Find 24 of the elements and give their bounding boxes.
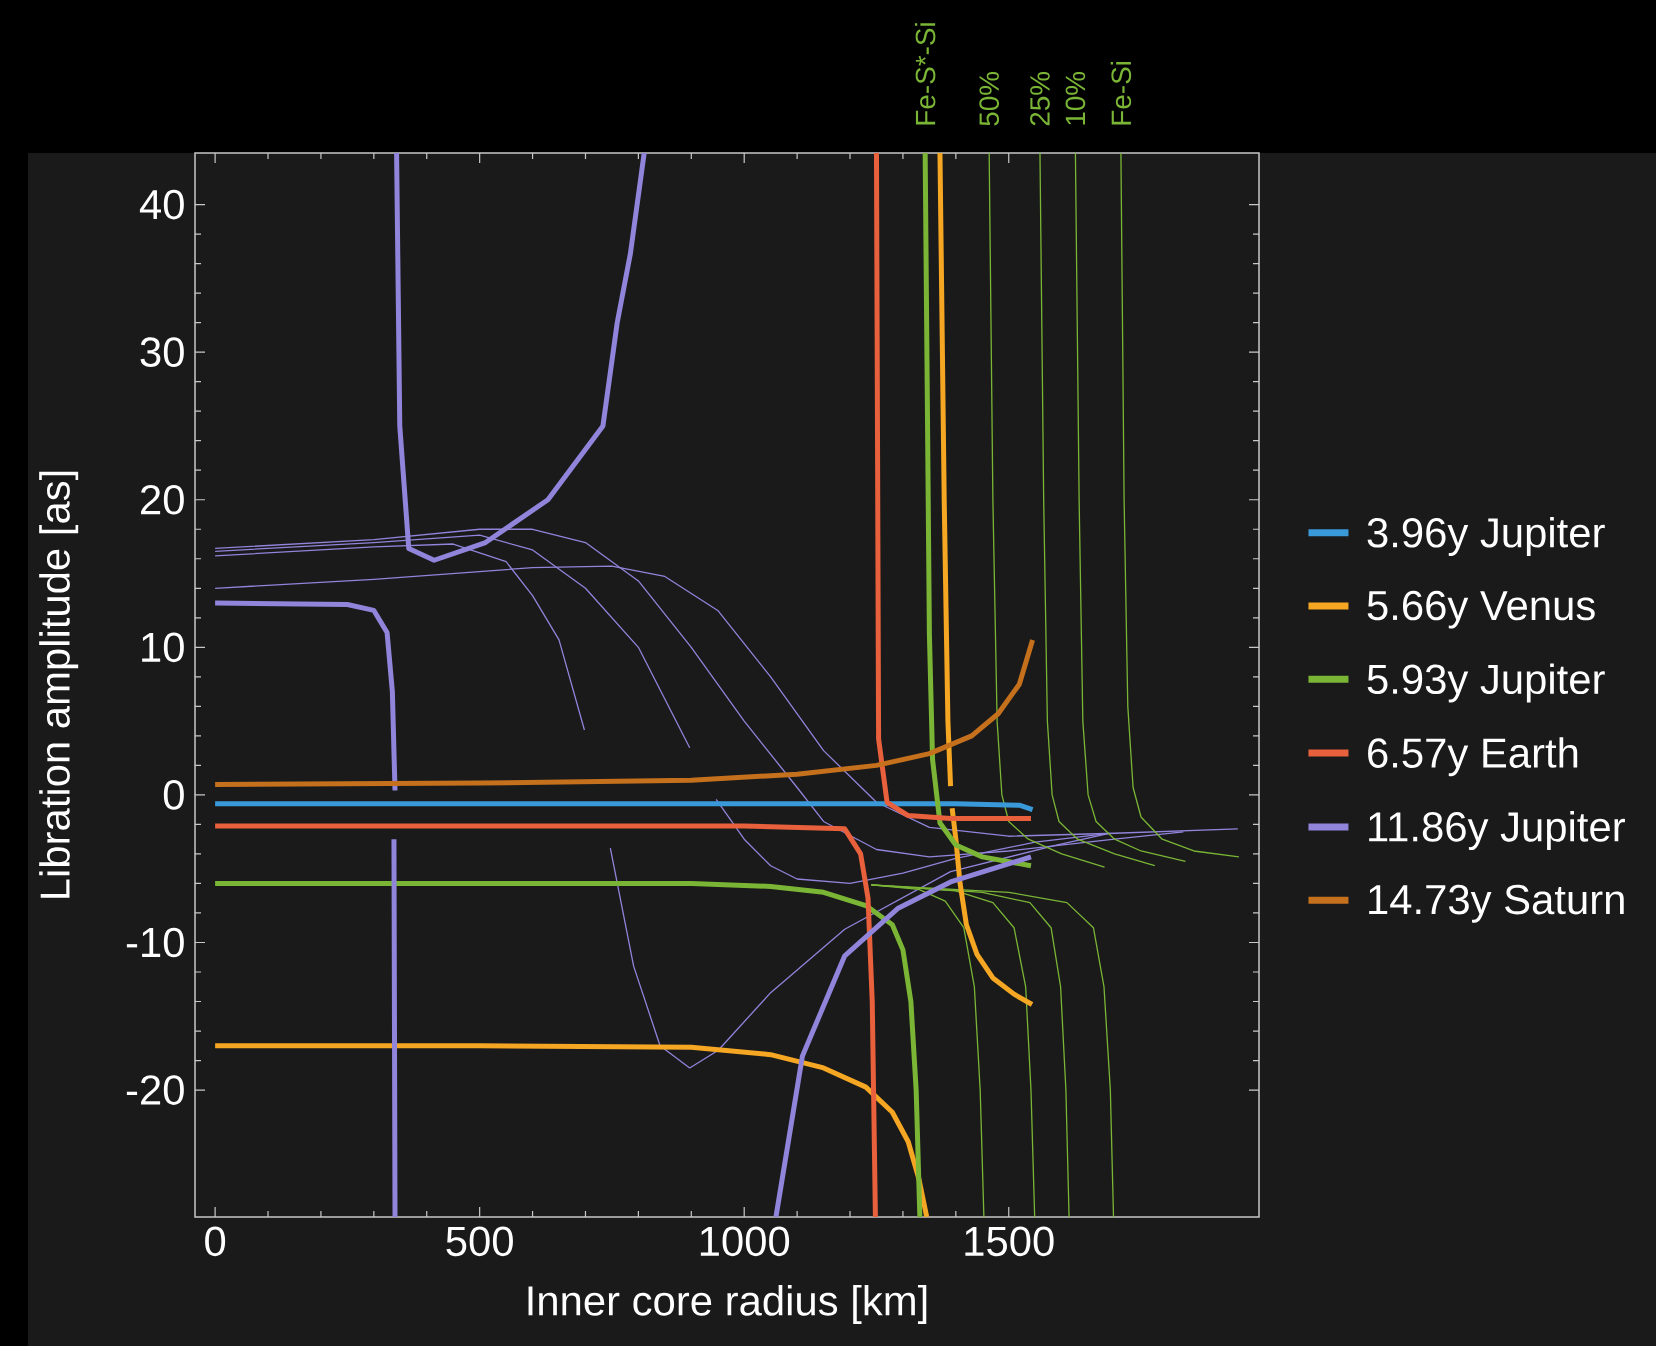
annotation: 50% [979, 71, 1000, 126]
y-tick-label: 30 [140, 337, 184, 367]
annotation: 25% [1030, 71, 1050, 126]
annotation: 10% [1065, 71, 1086, 125]
legend-label: 14.73y Saturn [1369, 884, 1624, 923]
y-axis-title: Libration amplitude [as] [39, 471, 79, 898]
x-tick-label: 1500 [965, 1226, 1054, 1257]
legend-label: 5.66y Venus [1367, 590, 1595, 629]
annotation: Fe-Si [1110, 61, 1132, 125]
annotation: Fe-S*-Si [914, 23, 936, 125]
x-axis-title: Inner core radius [km] [528, 1284, 927, 1324]
legend-label: 5.93y Jupiter [1367, 663, 1605, 703]
y-tick-label: 40 [139, 189, 184, 220]
y-tick-label: -20 [126, 1075, 184, 1105]
y-tick-label: 10 [142, 632, 184, 663]
legend-label: 6.57y Earth [1368, 737, 1578, 777]
y-tick-label: 0 [163, 780, 184, 810]
legend-label: 11.86y Jupiter [1369, 810, 1625, 850]
x-tick-label: 500 [446, 1226, 513, 1257]
x-tick-label: 1000 [700, 1226, 790, 1257]
y-tick-label: -10 [126, 927, 184, 958]
x-tick-label: 0 [205, 1226, 226, 1257]
legend-label: 3.96y Jupiter [1367, 516, 1605, 556]
y-tick-label: 20 [141, 484, 184, 515]
